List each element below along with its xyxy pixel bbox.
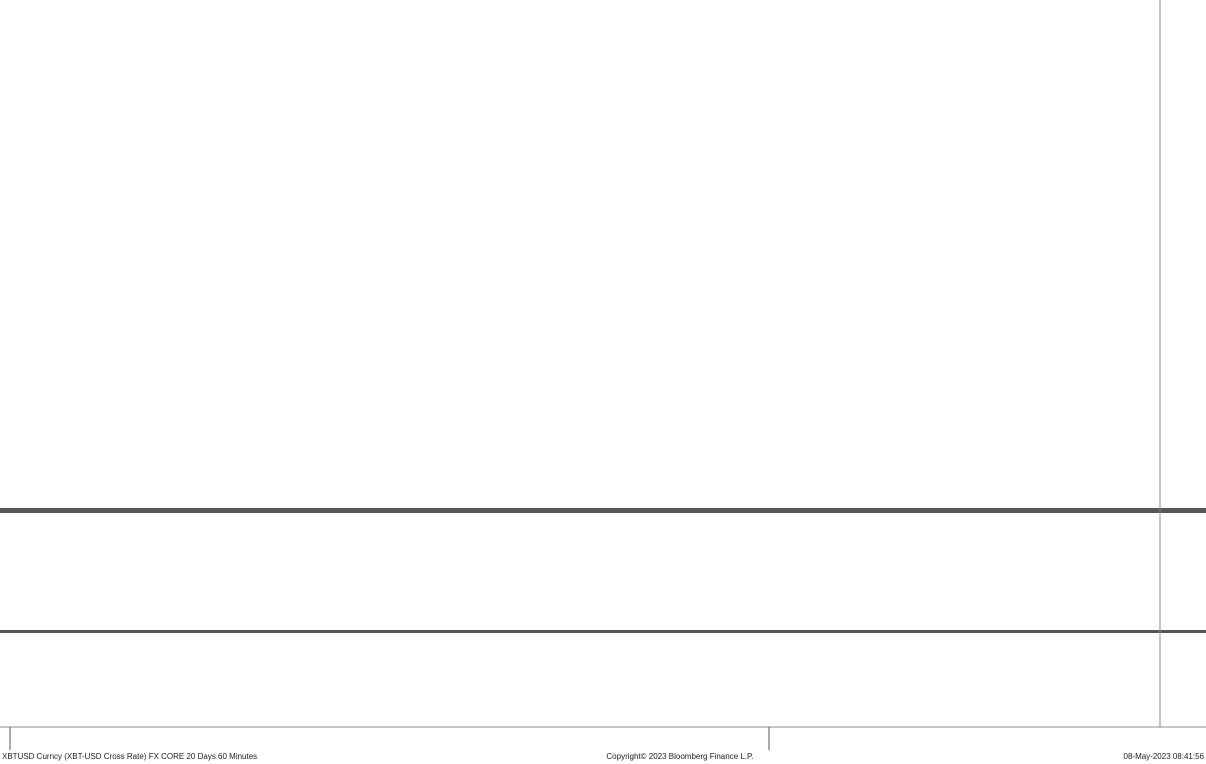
footer-left: XBTUSD Curncy (XBT-USD Cross Rate) FX CO… [2, 752, 257, 761]
footer-right: 08-May-2023 08:41:56 [1124, 752, 1205, 761]
panel-separator [0, 630, 1206, 633]
footer-center: Copyright© 2023 Bloomberg Finance L.P. [606, 752, 753, 761]
panel-separator [0, 508, 1206, 513]
